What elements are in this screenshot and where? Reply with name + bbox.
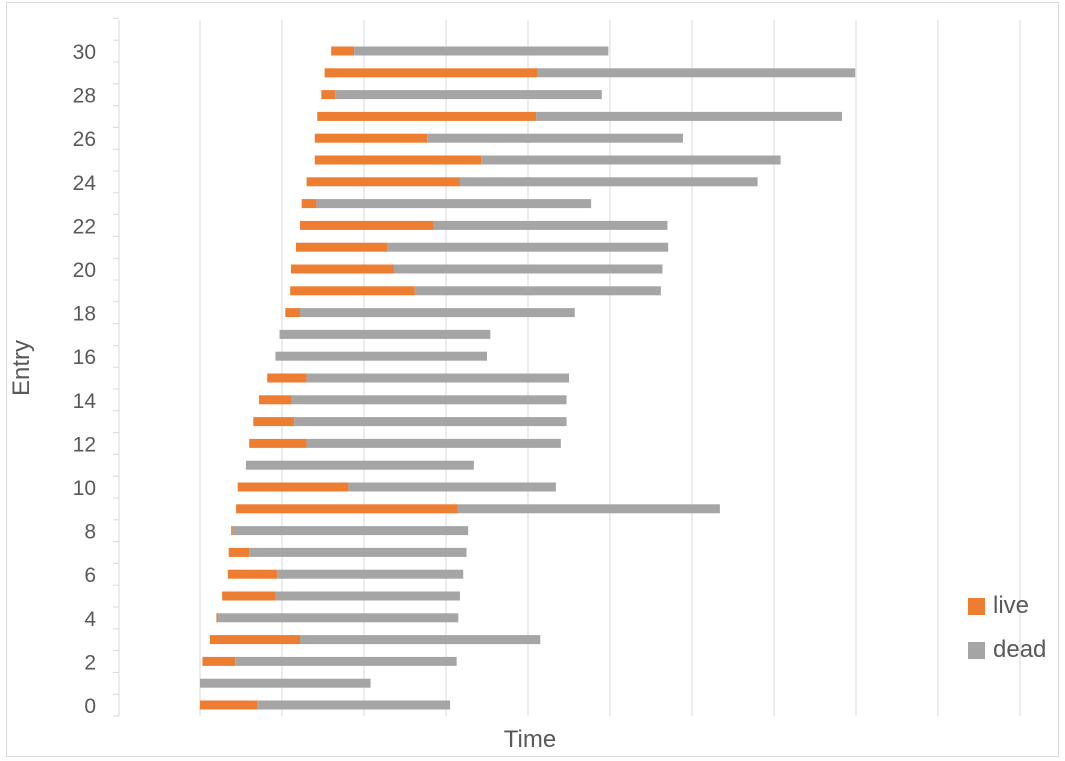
bars (200, 46, 856, 710)
bar-dead (537, 68, 856, 78)
bar-live (321, 90, 336, 100)
bar-live (209, 635, 301, 645)
bar-dead (294, 417, 567, 427)
y-tick-label: 28 (73, 85, 96, 108)
y-tick-label: 4 (84, 608, 96, 631)
bar-dead (393, 264, 663, 274)
gridlines (199, 20, 1021, 716)
bar-live (249, 438, 307, 448)
bar-dead (235, 656, 457, 666)
bar-dead (300, 635, 541, 645)
bar-live (314, 155, 482, 165)
bar-dead (433, 220, 668, 230)
bar-dead (257, 700, 451, 710)
bar-dead (427, 133, 683, 143)
bar-live (306, 177, 460, 187)
bar-dead (387, 242, 669, 252)
legend: live dead (968, 590, 1046, 678)
bar-dead (457, 504, 720, 514)
bar-dead (218, 613, 459, 623)
bar-dead (306, 373, 569, 383)
bar-live (202, 656, 236, 666)
bar-dead (459, 177, 758, 187)
bar-dead (200, 678, 371, 688)
legend-item-dead: dead (968, 634, 1046, 666)
bar-live (285, 308, 301, 318)
bar-live (236, 504, 458, 514)
y-tick-label: 22 (73, 215, 96, 238)
bar-live (317, 111, 537, 121)
bar-dead (249, 547, 467, 557)
bar-dead (316, 199, 592, 209)
y-tick-label: 26 (73, 128, 96, 151)
y-tick-label: 0 (84, 695, 96, 718)
bar-dead (354, 46, 609, 56)
bar-dead (335, 90, 602, 100)
y-tick-label: 20 (73, 259, 96, 282)
bar-live (228, 547, 250, 557)
legend-item-live: live (968, 590, 1046, 622)
y-tick-label: 10 (73, 477, 96, 500)
bar-live (324, 68, 538, 78)
bar-live (301, 199, 317, 209)
bar-live (267, 373, 307, 383)
bar-live (291, 264, 394, 274)
bar-live (253, 417, 295, 427)
bar-live (222, 591, 276, 601)
x-axis-label: Time (503, 726, 557, 753)
bar-dead (306, 438, 561, 448)
y-axis-label: Entry (8, 340, 35, 397)
bar-dead (300, 308, 575, 318)
bar-dead (232, 526, 469, 536)
y-tick-label: 18 (73, 303, 96, 326)
y-tick-label: 14 (73, 390, 97, 413)
legend-swatch-live (968, 597, 985, 615)
bar-live (290, 286, 415, 296)
bar-dead (348, 482, 556, 492)
y-tick-label: 30 (73, 41, 96, 64)
bar-dead (275, 591, 460, 601)
bar-live (231, 526, 233, 536)
bar-live (259, 395, 292, 405)
y-tick-label: 6 (84, 564, 96, 587)
bar-live (237, 482, 349, 492)
bar-dead (536, 111, 843, 121)
y-tick-label: 2 (84, 651, 96, 674)
bar-live (216, 613, 219, 623)
legend-label-dead: dead (993, 636, 1047, 663)
bar-dead (279, 329, 491, 339)
bar-dead (291, 395, 567, 405)
bar-dead (414, 286, 661, 296)
bar-dead (481, 155, 781, 165)
bar-live (331, 46, 355, 56)
legend-label-live: live (993, 592, 1030, 619)
y-tick-label: 12 (73, 433, 96, 456)
bar-live (314, 133, 428, 143)
y-tick-label: 16 (73, 346, 96, 369)
legend-swatch-dead (968, 641, 985, 659)
bar-live (227, 569, 278, 579)
bar-live (295, 242, 388, 252)
bar-live (300, 220, 434, 230)
bar-dead (245, 460, 474, 470)
y-tick-label: 24 (73, 172, 97, 195)
bar-dead (277, 569, 464, 579)
y-tick-label: 8 (84, 521, 96, 544)
bar-live (200, 700, 258, 710)
bar-dead (275, 351, 487, 361)
